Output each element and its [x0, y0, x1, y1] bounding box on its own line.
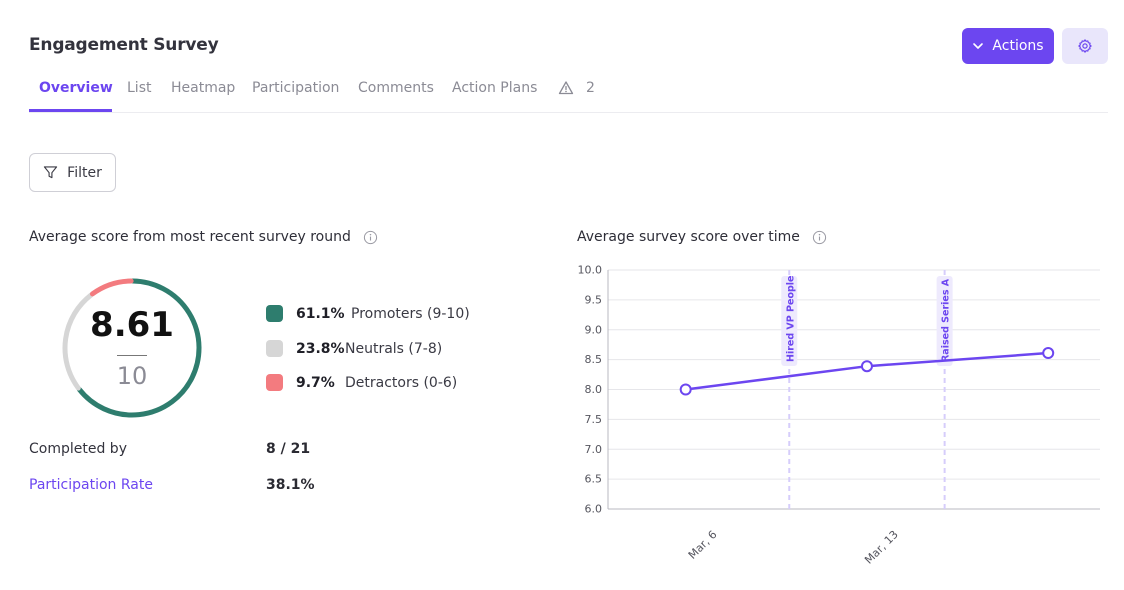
data-point[interactable]	[860, 360, 873, 373]
filter-button[interactable]: Filter	[29, 153, 116, 192]
data-point[interactable]	[1042, 347, 1055, 360]
chart-section-title-text: Average survey score over time	[577, 229, 800, 245]
tab-warnings[interactable]: 2	[558, 80, 595, 96]
detractors-label: Detractors (0-6)	[345, 374, 458, 391]
promoters-label: Promoters (9-10)	[351, 305, 470, 322]
detractors-swatch	[266, 374, 283, 391]
score-out-of: 10	[116, 362, 148, 390]
neutrals-label: Neutrals (7-8)	[345, 340, 443, 357]
info-icon[interactable]	[363, 230, 378, 245]
score-section-title: Average score from most recent survey ro…	[29, 229, 378, 245]
detractors-arc	[89, 278, 134, 297]
neutrals-percent: 23.8%	[296, 340, 345, 357]
info-icon[interactable]	[812, 230, 827, 245]
warning-count: 2	[586, 80, 595, 96]
score-donut-chart	[62, 278, 202, 418]
chart-section-title: Average survey score over time	[577, 229, 827, 245]
tab-overview[interactable]: Overview	[39, 80, 113, 96]
legend-item-neutrals: 23.8% Neutrals (7-8)	[266, 340, 442, 357]
tab-heatmap[interactable]: Heatmap	[171, 80, 236, 96]
y-tick-label: 7.5	[585, 413, 603, 426]
x-tick-label: Mar, 6	[686, 528, 720, 562]
promoters-swatch	[266, 305, 283, 322]
filter-button-label: Filter	[67, 164, 102, 181]
neutrals-swatch	[266, 340, 283, 357]
chevron-down-icon	[973, 43, 984, 49]
y-tick-label: 7.0	[585, 443, 603, 456]
event-annotation-label: Raised Series A	[941, 278, 952, 362]
y-tick-label: 10.0	[578, 264, 603, 277]
y-tick-label: 9.5	[585, 293, 603, 306]
event-annotation[interactable]: Hired VP People	[781, 270, 798, 509]
tab-action-plans[interactable]: Action Plans	[452, 80, 538, 96]
tab-list[interactable]: List	[127, 80, 152, 96]
settings-button[interactable]	[1062, 28, 1108, 64]
event-annotation[interactable]: Raised Series A	[936, 270, 953, 509]
completed-by-value: 8 / 21	[266, 441, 311, 457]
y-tick-label: 8.5	[585, 353, 603, 366]
average-score: 8.61	[90, 305, 174, 345]
y-tick-label: 6.0	[585, 503, 603, 516]
score-section-title-text: Average score from most recent survey ro…	[29, 229, 351, 245]
participation-rate-link[interactable]: Participation Rate	[29, 477, 153, 493]
promoters-percent: 61.1%	[296, 305, 345, 322]
actions-button-label: Actions	[992, 38, 1044, 54]
legend-item-detractors: 9.7% Detractors (0-6)	[266, 374, 457, 391]
score-over-time-chart: 10.0 9.5 9.0 8.5 8.0 7.5 7.0 6.5 6.0 Mar, 6 Mar, 1…	[578, 264, 1100, 567]
legend-item-promoters: 61.1% Promoters (9-10)	[266, 305, 470, 322]
filter-icon	[44, 166, 58, 179]
y-tick-label: 8.0	[585, 383, 603, 396]
actions-button[interactable]: Actions	[962, 28, 1054, 64]
neutrals-arc	[62, 292, 94, 391]
gear-icon	[1078, 39, 1092, 53]
promoters-arc	[76, 278, 202, 418]
active-tab-indicator	[29, 109, 112, 112]
data-point[interactable]	[679, 383, 692, 396]
event-annotation-label: Hired VP People	[785, 276, 796, 363]
tab-participation[interactable]: Participation	[252, 80, 340, 96]
tab-bar: Overview List Heatmap Participation Comm…	[29, 72, 1108, 113]
x-tick-label: Mar, 13	[862, 528, 901, 567]
tab-comments[interactable]: Comments	[358, 80, 434, 96]
page-title: Engagement Survey	[29, 35, 219, 55]
participation-rate-value: 38.1%	[266, 477, 315, 493]
y-tick-label: 6.5	[585, 473, 603, 486]
y-tick-label: 9.0	[585, 323, 603, 336]
detractors-percent: 9.7%	[296, 374, 335, 391]
completed-by-label: Completed by	[29, 441, 127, 457]
warning-icon	[558, 81, 574, 95]
score-divider	[117, 355, 147, 356]
